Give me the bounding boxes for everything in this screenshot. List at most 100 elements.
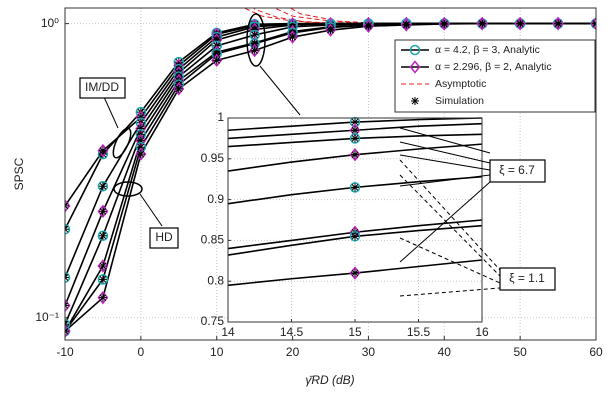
x-tick-label: 0 xyxy=(138,345,145,359)
marker xyxy=(349,182,361,193)
marker xyxy=(173,82,185,96)
x-axis-label: γ̄RD (dB) xyxy=(305,373,354,387)
marker xyxy=(136,143,145,152)
marker xyxy=(402,20,411,29)
x-tick-label: 30 xyxy=(362,345,376,359)
asymptotic-line xyxy=(289,8,384,25)
marker xyxy=(349,148,361,162)
annotation-box xyxy=(79,77,126,99)
marker xyxy=(97,143,109,158)
marker xyxy=(351,134,359,143)
marker xyxy=(250,46,259,55)
marker xyxy=(98,261,107,270)
x-tick-label: 16 xyxy=(475,325,489,339)
marker xyxy=(409,60,421,74)
marker xyxy=(478,19,487,28)
marker xyxy=(351,118,359,127)
marker xyxy=(250,30,259,39)
marker xyxy=(135,147,147,161)
y-axis-label: SPSC xyxy=(12,157,26,190)
marker xyxy=(98,146,107,155)
annotation: ξ = 6.7 xyxy=(499,163,535,177)
marker xyxy=(98,293,107,302)
marker xyxy=(400,18,412,32)
asymptotic-line xyxy=(273,8,369,25)
marker xyxy=(440,19,449,28)
inset-arrows xyxy=(399,127,501,297)
marker xyxy=(325,23,336,37)
legend-label: Asymptotic xyxy=(435,78,486,90)
ellipse xyxy=(246,13,266,67)
y-tick-label: 0.95 xyxy=(201,151,225,165)
annotation-box xyxy=(489,159,546,183)
marker xyxy=(98,231,107,240)
marker xyxy=(97,274,109,285)
arrow xyxy=(139,193,163,227)
marker xyxy=(97,290,109,305)
marker xyxy=(326,26,335,35)
legend-marker xyxy=(409,44,421,56)
x-tick-label: 14.5 xyxy=(280,325,304,339)
marker xyxy=(250,39,259,48)
y-tick-label: 0.75 xyxy=(201,314,225,328)
marker xyxy=(514,16,526,31)
annotation-box xyxy=(149,227,179,249)
annotation: ξ = 1.1 xyxy=(509,271,545,285)
marker xyxy=(97,180,109,192)
marker xyxy=(364,22,373,31)
marker xyxy=(98,207,107,216)
legend-marker xyxy=(409,60,421,74)
x-tick-label: 15.5 xyxy=(407,325,431,339)
legend-label: α = 2.296, β = 2, Analytic xyxy=(435,61,552,73)
ellipse xyxy=(113,181,143,197)
y-tick-label: 0.8 xyxy=(207,273,224,287)
marker xyxy=(288,33,297,42)
marker xyxy=(65,298,71,313)
marker xyxy=(552,16,564,31)
marker xyxy=(351,232,359,241)
marker xyxy=(136,150,145,159)
marker xyxy=(250,25,259,34)
series-layer xyxy=(65,8,596,338)
inset-plot: 14 14.5 15 15.5 16 0.75 0.8 0.85 0.9 0.95 1 xyxy=(201,110,489,339)
marker xyxy=(174,84,183,93)
y-tick-label: 0.9 xyxy=(207,192,224,206)
marker xyxy=(362,19,374,33)
marker xyxy=(97,204,109,219)
y-tick-label: 10⁻¹ xyxy=(35,310,59,324)
marker xyxy=(136,136,145,145)
marker xyxy=(65,223,71,235)
marker xyxy=(212,56,221,65)
legend-label: Simulation xyxy=(435,95,484,107)
marker xyxy=(211,53,223,68)
marker xyxy=(249,43,261,58)
marker xyxy=(136,124,145,133)
asymptotic-line xyxy=(243,8,369,25)
y-tick-label: 0.85 xyxy=(201,233,225,247)
marker xyxy=(349,231,361,242)
arrow xyxy=(259,65,301,116)
marker xyxy=(554,19,563,28)
marker xyxy=(97,259,109,273)
marker xyxy=(98,182,107,191)
x-tick-label: 40 xyxy=(438,345,452,359)
marker xyxy=(590,16,596,31)
legend: α = 4.2, β = 3, Analytic α = 2.296, β = 2… xyxy=(394,39,596,113)
marker xyxy=(136,113,145,122)
x-tick-label: 10 xyxy=(210,345,224,359)
legend-box xyxy=(394,39,596,113)
marker xyxy=(516,19,525,28)
x-tick-label: -10 xyxy=(56,345,74,359)
x-tick-label: 20 xyxy=(286,345,300,359)
x-tick-label: 14 xyxy=(221,325,235,339)
marker xyxy=(65,319,71,330)
marker xyxy=(212,35,221,44)
legend-label: α = 4.2, β = 3, Analytic xyxy=(435,44,540,56)
arrow xyxy=(103,96,119,129)
marker xyxy=(351,150,359,159)
marker xyxy=(351,269,359,278)
legend-marker xyxy=(411,97,419,105)
marker xyxy=(287,30,299,44)
plot-frame xyxy=(64,7,597,341)
